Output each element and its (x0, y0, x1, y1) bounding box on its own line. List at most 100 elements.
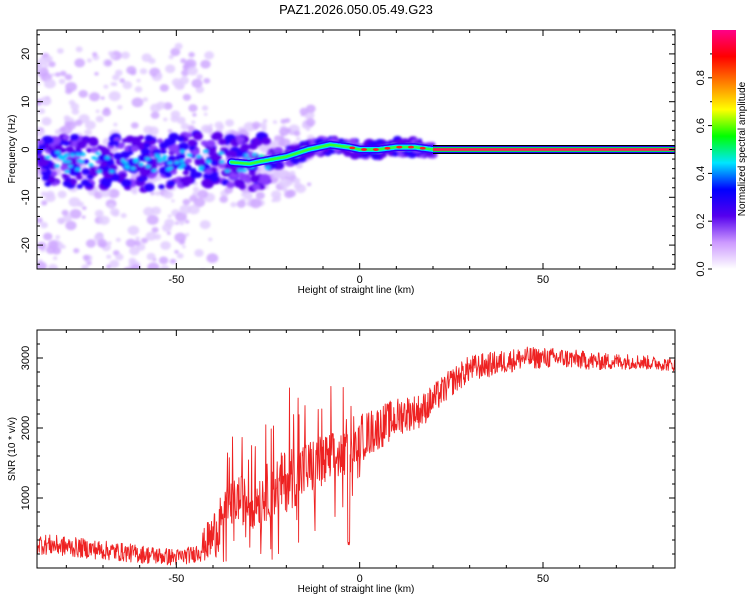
noise-blob (115, 69, 123, 77)
core-blob (219, 147, 227, 153)
spectrogram-y-tick-label-neg10: -10 (20, 189, 32, 205)
highlight-blob (224, 169, 230, 173)
noise-blob (286, 189, 296, 198)
core-blob (44, 181, 51, 187)
noise-blob (147, 262, 160, 269)
highlight-blob (205, 159, 212, 164)
core-blob (343, 150, 353, 157)
core-blob (144, 134, 153, 142)
core-blob (140, 148, 151, 156)
noise-blob (206, 253, 219, 264)
ridge-peak (384, 146, 391, 150)
noise-blob (74, 58, 86, 68)
noise-blob (59, 70, 67, 77)
spectrogram-y-axis-label: Frequency (Hz) (7, 115, 18, 184)
core-blob (107, 152, 114, 158)
snr-frame (36, 329, 676, 569)
noise-blob (188, 204, 200, 215)
core-blob (248, 170, 256, 176)
core-blob (144, 183, 155, 192)
core-blob (252, 137, 260, 143)
core-blob (380, 152, 387, 158)
noise-blob (139, 68, 148, 75)
core-blob (191, 149, 200, 156)
core-blob (206, 140, 216, 148)
noise-blob (182, 93, 191, 101)
noise-blob (141, 237, 148, 244)
core-blob (375, 139, 383, 145)
noise-blob (78, 90, 88, 98)
noise-blob (208, 237, 213, 242)
core-blob (210, 160, 218, 166)
noise-blob (193, 181, 198, 186)
noise-blob (166, 231, 171, 235)
noise-blob (141, 53, 152, 62)
highlight-blob (69, 153, 75, 157)
noise-blob (45, 55, 53, 63)
noise-blob (182, 198, 191, 206)
noise-blob (52, 256, 58, 261)
noise-blob (113, 122, 118, 127)
snr-y-tick-label-2000: 2000 (20, 416, 32, 440)
core-blob (177, 136, 185, 143)
snr-y-tick-label-3000: 3000 (20, 346, 32, 370)
noise-blob (194, 249, 204, 257)
core-blob (44, 136, 54, 145)
noise-blob (102, 108, 111, 117)
noise-blob (69, 209, 82, 219)
colorbar-tick-label-0p8: 0.8 (695, 70, 707, 85)
highlight-blob (179, 159, 185, 163)
noise-blob (162, 223, 172, 232)
core-blob (187, 139, 197, 147)
noise-blob (43, 232, 53, 241)
core-blob (137, 154, 146, 162)
spectrogram-y-tick-label-0: 0 (20, 146, 32, 152)
colorbar-tick-label-0p0: 0.0 (695, 261, 707, 276)
highlight-blob (123, 161, 129, 165)
noise-blob (108, 188, 120, 199)
spectrogram-x-axis-label: Height of straight line (km) (298, 285, 415, 296)
noise-blob (175, 212, 187, 222)
noise-blob (293, 130, 301, 137)
noise-blob (187, 125, 195, 131)
snr-y-tick-label-1000: 1000 (20, 486, 32, 510)
noise-blob (143, 207, 155, 216)
core-blob (188, 145, 196, 151)
noise-blob (73, 248, 80, 254)
noise-blob (295, 184, 307, 194)
noise-blob (191, 78, 203, 88)
noise-blob (296, 137, 301, 141)
noise-blob (86, 58, 92, 63)
noise-blob (41, 200, 48, 206)
noise-blob (59, 126, 67, 133)
noise-blob (156, 72, 163, 78)
noise-blob (167, 129, 173, 134)
highlight-blob (179, 149, 185, 153)
noise-blob (65, 82, 77, 92)
core-blob (194, 171, 203, 178)
core-blob (348, 138, 358, 145)
noise-blob (263, 119, 267, 123)
noise-blob (95, 115, 104, 123)
noise-blob (37, 174, 42, 180)
noise-blob (259, 143, 271, 153)
noise-blob (104, 137, 109, 142)
noise-blob (200, 124, 212, 133)
noise-blob (94, 72, 99, 76)
noise-blob (230, 202, 237, 208)
core-blob (233, 179, 245, 188)
core-blob (407, 151, 417, 159)
noise-blob (209, 123, 213, 127)
noise-blob (261, 126, 267, 132)
noise-blob (196, 74, 203, 80)
noise-blob (130, 264, 141, 269)
snr-x-axis-label: Height of straight line (km) (298, 584, 415, 595)
noise-blob (142, 97, 148, 102)
core-blob (81, 168, 91, 175)
noise-blob (57, 190, 67, 199)
core-blob (271, 163, 278, 168)
noise-blob (37, 126, 45, 137)
highlight-blob (91, 156, 97, 160)
highlight-blob (219, 160, 225, 164)
noise-blob (92, 52, 98, 57)
